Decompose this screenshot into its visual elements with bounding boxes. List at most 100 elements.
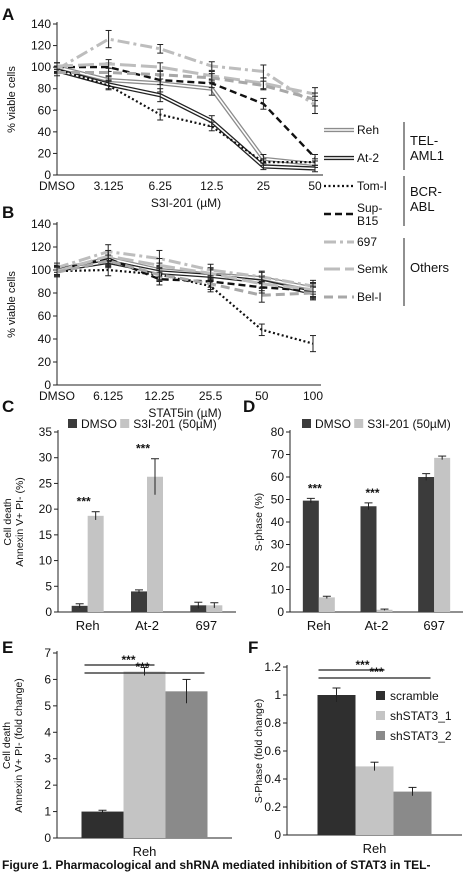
panel-e-y-tick-label: 6 bbox=[44, 672, 51, 686]
panel-d-y-tick-label: 30 bbox=[271, 538, 285, 552]
panel-b-y-tick-label: 100 bbox=[31, 263, 51, 277]
panel-d-bar bbox=[376, 609, 393, 612]
panel-b-y-tick-label: 120 bbox=[31, 240, 51, 254]
panel-b-series-line bbox=[56, 254, 314, 292]
panel-f-y-tick-label: 0.8 bbox=[264, 716, 281, 730]
panel-b-series-line bbox=[56, 268, 314, 345]
panel-b-x-tick-label: DMSO bbox=[39, 389, 75, 403]
legend-ab-label: At-2 bbox=[357, 151, 379, 165]
panel-a-series-line bbox=[57, 65, 316, 159]
panel-d-y-tick-label: 60 bbox=[271, 470, 285, 484]
panel-a-x-tick-label: 3.125 bbox=[94, 179, 124, 193]
panel-a-series-line-inner bbox=[56, 69, 316, 170]
panel-e-y-tick-label: 4 bbox=[44, 725, 51, 739]
panel-d-y-tick-label: 50 bbox=[271, 493, 285, 507]
panel-a-series-line bbox=[56, 37, 316, 107]
panel-d-y-tick-label: 10 bbox=[271, 583, 285, 597]
panel-a-x-axis-title: S3I-201 (µM) bbox=[151, 196, 221, 210]
panel-d-legend-label: S3I-201 (50µM) bbox=[367, 417, 451, 431]
panel-a-series-line bbox=[56, 62, 316, 96]
panel-c-significance: *** bbox=[136, 442, 150, 456]
panel-c-bar bbox=[190, 605, 207, 612]
panel-a-y-tick-label: 60 bbox=[38, 103, 52, 117]
legend-ab-label: 697 bbox=[357, 235, 377, 249]
panel-c-y-tick-label: 10 bbox=[39, 554, 53, 568]
panel-d-bar bbox=[418, 477, 435, 612]
panel-e-y-tick-label: 0 bbox=[44, 831, 51, 845]
panel-b-x-tick-label: 50 bbox=[255, 389, 269, 403]
panel-b-x-tick-label: 12.25 bbox=[144, 389, 174, 403]
legend-ab-group-label: TEL-AML1 bbox=[410, 133, 444, 163]
panel-a-y-tick-label: 80 bbox=[38, 82, 52, 96]
panel-b-y-tick-label: 80 bbox=[38, 286, 52, 300]
panel-f-y-tick-label: 0.4 bbox=[264, 772, 281, 786]
panel-a-x-tick-label: 25 bbox=[257, 179, 271, 193]
panel-c-x-tick-label: 697 bbox=[195, 618, 217, 633]
panel-a-series-line bbox=[56, 68, 315, 164]
panel-f-y-tick-label: 0 bbox=[274, 828, 281, 842]
panel-c-bar bbox=[206, 605, 223, 612]
panel-f-x-tick-label: Reh bbox=[363, 841, 387, 856]
panel-d-legend-swatch bbox=[354, 419, 364, 428]
panel-a-y-tick-label: 20 bbox=[38, 146, 52, 160]
panel-f-significance: *** bbox=[369, 665, 383, 679]
panel-c-y-tick-label: 20 bbox=[39, 502, 53, 516]
legend-ab-label: Reh bbox=[357, 123, 379, 137]
panel-c-y-tick-label: 35 bbox=[39, 425, 53, 439]
legend-ab-label: Sup-B15 bbox=[357, 201, 382, 228]
panel-c-bar bbox=[131, 591, 147, 612]
panel-d-bar bbox=[302, 500, 319, 612]
panel-a-y-axis-title: % viable cells bbox=[6, 66, 18, 133]
panel-d-y-axis-title: S-phase (%) bbox=[253, 493, 265, 551]
panel-e-y-axis-title: Annexin V+ PI- (fold change) bbox=[13, 678, 25, 813]
panel-f-legend-swatch bbox=[376, 731, 385, 740]
panel-a-y-tick-label: 140 bbox=[31, 17, 51, 31]
panel-e-y-axis-title: Cell death bbox=[1, 722, 13, 769]
panel-e-y-tick-label: 2 bbox=[44, 778, 51, 792]
panel-b-series-line bbox=[56, 259, 314, 297]
panel-b-x-axis-title: STAT5in (µM) bbox=[148, 406, 221, 420]
panel-a-series-line bbox=[57, 71, 316, 101]
figure-caption: Figure 1. Pharmacological and shRNA medi… bbox=[2, 858, 431, 872]
panel-e-x-tick-label: Reh bbox=[133, 844, 157, 859]
panel-d-y-tick-label: 40 bbox=[271, 515, 285, 529]
panel-c-y-tick-label: 30 bbox=[39, 451, 53, 465]
panel-e-y-tick-label: 3 bbox=[44, 752, 51, 766]
panel-c-significance: *** bbox=[77, 495, 91, 509]
panel-f-bar bbox=[317, 695, 356, 835]
panel-a-x-tick-label: 12.5 bbox=[200, 179, 224, 193]
panel-d-significance: *** bbox=[308, 481, 322, 495]
panel-f-y-axis-title: S-Phase (fold change) bbox=[253, 699, 265, 803]
panel-c-y-tick-label: 15 bbox=[39, 528, 53, 542]
panel-f-legend-label: shSTAT3_2 bbox=[390, 729, 452, 743]
panel-f-significance: *** bbox=[355, 658, 369, 672]
panel-c-bar bbox=[87, 515, 104, 612]
panel-a-series-line-inner bbox=[56, 66, 316, 165]
panel-a-y-tick-label: 0 bbox=[44, 168, 51, 182]
panel-c-legend-label: DMSO bbox=[81, 417, 117, 431]
panel-d-bar bbox=[434, 457, 451, 612]
panel-d-x-tick-label: 697 bbox=[423, 618, 445, 633]
panel-e-y-tick-label: 7 bbox=[44, 646, 51, 660]
panel-c-y-tick-label: 0 bbox=[45, 605, 52, 619]
legend-ab-label: Bel-I bbox=[357, 290, 382, 304]
panel-d-bar bbox=[360, 506, 377, 612]
panel-e-significance: *** bbox=[121, 653, 135, 667]
panel-c-legend-swatch bbox=[120, 419, 130, 428]
panel-c-bar bbox=[147, 476, 163, 612]
panel-f-y-tick-label: 0.6 bbox=[264, 744, 281, 758]
panel-d-y-tick-label: 0 bbox=[277, 605, 284, 619]
legend-ab-group-label: BCR-ABL bbox=[410, 184, 442, 214]
panel-d-legend-label: DMSO bbox=[315, 417, 351, 431]
panel-e-bar bbox=[165, 691, 208, 838]
panel-c-bar bbox=[71, 605, 88, 612]
panel-d-y-tick-label: 80 bbox=[271, 425, 285, 439]
panel-c-y-axis-title: Annexin V+ PI- (%) bbox=[14, 477, 26, 567]
panel-b-y-tick-label: 0 bbox=[44, 378, 51, 392]
panel-d-y-tick-label: 20 bbox=[271, 560, 285, 574]
panel-b-y-tick-label: 140 bbox=[31, 217, 51, 231]
panel-d-significance: *** bbox=[365, 486, 379, 500]
panel-c-y-tick-label: 25 bbox=[39, 476, 53, 490]
panel-a-y-tick-label: 120 bbox=[31, 39, 51, 53]
panel-c-y-tick-label: 5 bbox=[45, 579, 52, 593]
